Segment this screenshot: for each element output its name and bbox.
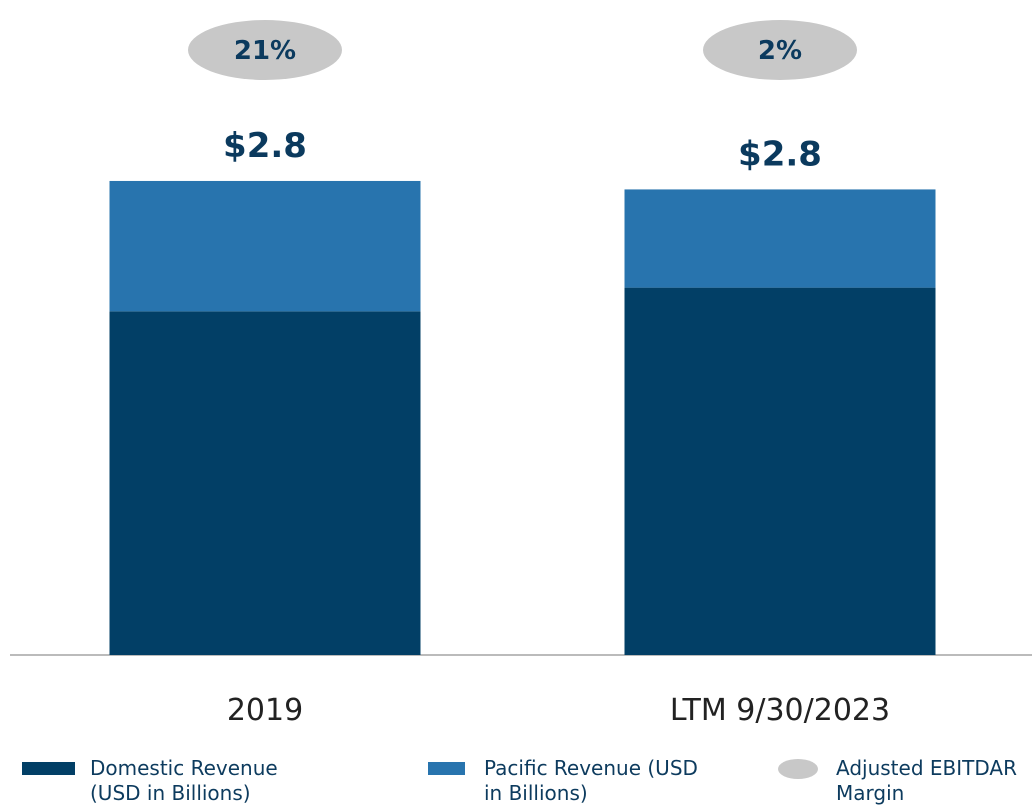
margin-label: 21% <box>234 36 296 66</box>
total-label: $2.8 <box>738 134 822 174</box>
bar-segment <box>109 311 421 655</box>
x-tick-label: LTM 9/30/2023 <box>670 693 890 728</box>
margin-label: 2% <box>758 36 802 66</box>
bar-segment <box>624 189 936 288</box>
legend-entry: Domestic Revenue (USD in Billions) <box>90 756 278 805</box>
margin-bubble <box>188 20 342 80</box>
legend-entry: Adjusted EBITDAR Margin <box>836 756 1017 805</box>
x-tick-label: 2019 <box>227 693 303 728</box>
legend-swatch <box>428 762 465 775</box>
bar-segment <box>109 180 421 312</box>
total-label: $2.8 <box>223 126 307 166</box>
legend-swatch <box>22 762 75 775</box>
bar-segment <box>624 287 936 655</box>
legend-entry: Pacific Revenue (USD in Billions) <box>484 756 698 805</box>
legend-swatch <box>778 759 818 779</box>
margin-bubble <box>703 20 857 80</box>
